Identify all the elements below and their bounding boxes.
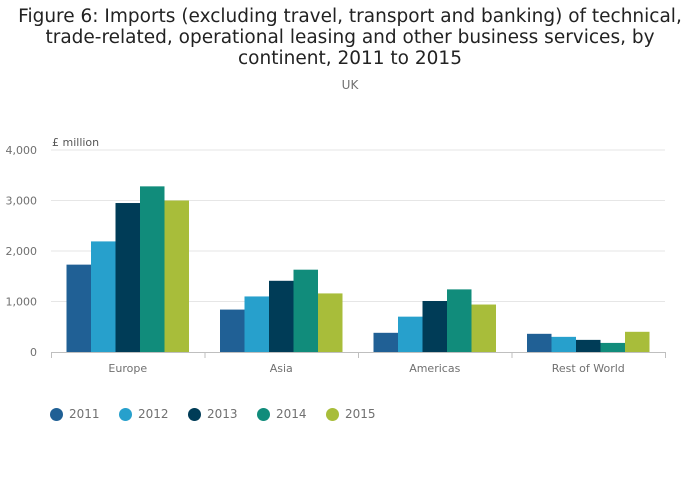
y-axis-label: £ million (52, 136, 99, 149)
bar-2014-asia (293, 269, 318, 352)
bar-2012-americas (398, 316, 423, 352)
legend-swatch-icon (326, 407, 339, 421)
bar-2012-rest-of-world (551, 336, 576, 352)
legend-swatch-icon (188, 407, 201, 421)
bar-2013-asia (269, 280, 294, 352)
legend-item-2013[interactable]: 2013 (188, 407, 257, 421)
y-tick-label: 4,000 (6, 144, 38, 157)
x-tick-label: Americas (409, 362, 460, 375)
chart-title: Figure 6: Imports (excluding travel, tra… (0, 6, 700, 69)
bar-2011-americas (373, 332, 398, 352)
bar-2011-europe (66, 264, 91, 352)
y-tick-label: 3,000 (6, 195, 38, 208)
bar-2015-europe (164, 200, 189, 352)
bar-2013-rest-of-world (576, 339, 601, 352)
bar-2014-europe (140, 186, 165, 352)
bar-2014-americas (447, 289, 472, 352)
title-line-2: trade-related, operational leasing and o… (45, 27, 655, 48)
bar-2012-asia (244, 296, 269, 352)
x-tick-label: Europe (108, 362, 147, 375)
bar-2013-europe (115, 203, 140, 352)
bar-2014-rest-of-world (600, 342, 625, 352)
y-tick-label: 1,000 (6, 296, 38, 309)
legend-item-2012[interactable]: 2012 (119, 407, 188, 421)
bar-2011-rest-of-world (527, 333, 552, 352)
legend-item-2011[interactable]: 2011 (50, 407, 119, 421)
legend-label: 2015 (345, 407, 376, 421)
legend: 2011 2012 2013 2014 2015 (50, 407, 395, 421)
legend-label: 2013 (207, 407, 238, 421)
legend-label: 2014 (276, 407, 307, 421)
title-line-1: Figure 6: Imports (excluding travel, tra… (18, 6, 682, 27)
legend-swatch-icon (50, 407, 63, 421)
legend-item-2015[interactable]: 2015 (326, 407, 395, 421)
bar-2015-asia (318, 293, 343, 352)
legend-label: 2012 (138, 407, 169, 421)
x-tick-label: Asia (270, 362, 293, 375)
y-tick-label: 0 (30, 346, 37, 359)
legend-item-2014[interactable]: 2014 (257, 407, 326, 421)
legend-label: 2011 (69, 407, 100, 421)
legend-swatch-icon (119, 407, 132, 421)
bar-2013-americas (422, 300, 447, 352)
legend-swatch-icon (257, 407, 270, 421)
bar-2011-asia (220, 309, 245, 352)
y-tick-label: 2,000 (6, 245, 38, 258)
x-tick-label: Rest of World (552, 362, 625, 375)
chart-subtitle: UK (341, 78, 359, 92)
title-line-3: continent, 2011 to 2015 (238, 48, 462, 69)
bar-2015-rest-of-world (625, 331, 650, 352)
bar-2012-europe (91, 241, 116, 352)
bar-2015-americas (471, 304, 496, 352)
